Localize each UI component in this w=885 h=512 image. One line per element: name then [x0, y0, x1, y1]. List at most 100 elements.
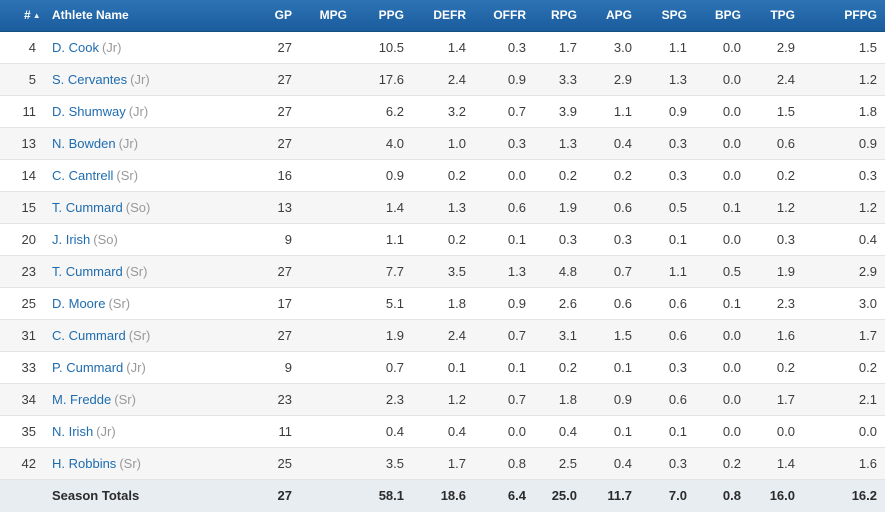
jersey-number: 34	[0, 383, 44, 416]
athlete-class-year: (Sr)	[119, 455, 141, 471]
stat-cell: 0.4	[355, 415, 412, 448]
stat-cell: 6.2	[355, 95, 412, 128]
athlete-name-link[interactable]: M. Fredde	[52, 391, 112, 407]
stat-cell	[300, 127, 355, 160]
col-header-ppg[interactable]: PPG	[355, 0, 412, 32]
stat-cell: 5.1	[355, 287, 412, 320]
stat-cell: 17	[260, 287, 300, 320]
athlete-name-link[interactable]: T. Cummard	[52, 199, 123, 215]
col-header-pfpg[interactable]: PFPG	[803, 0, 885, 32]
stat-cell: 0.1	[585, 415, 640, 448]
stat-cell: 0.2	[534, 351, 585, 384]
athlete-name-link[interactable]: P. Cummard	[52, 359, 124, 375]
athlete-name-link[interactable]: C. Cummard	[52, 327, 126, 343]
stat-cell: 9	[260, 351, 300, 384]
stat-cell: 0.7	[474, 95, 534, 128]
col-header-bpg[interactable]: BPG	[695, 0, 749, 32]
stat-cell: 11	[260, 415, 300, 448]
stat-cell: 0.0	[695, 383, 749, 416]
athlete-name-link[interactable]: N. Bowden	[52, 135, 116, 151]
athlete-name-link[interactable]: D. Cook	[52, 39, 99, 55]
stat-cell: 0.0	[695, 31, 749, 64]
col-header-mpg[interactable]: MPG	[300, 0, 355, 32]
stat-cell: 1.4	[749, 447, 803, 480]
athlete-name-link[interactable]: N. Irish	[52, 423, 94, 439]
col-header-spg[interactable]: SPG	[640, 0, 695, 32]
stat-cell: 17.6	[355, 63, 412, 96]
stat-cell: 1.8	[803, 95, 885, 128]
stat-cell: 1.3	[640, 63, 695, 96]
athlete-name-link[interactable]: H. Robbins	[52, 455, 117, 471]
stat-cell: 0.3	[640, 351, 695, 384]
col-header-defr[interactable]: DEFR	[412, 0, 474, 32]
table-row: 5 S. Cervantes (Jr) 27 17.6 2.4 0.9 3.3 2…	[0, 63, 885, 96]
athlete-name-link[interactable]: J. Irish	[52, 231, 91, 247]
stat-cell	[300, 447, 355, 480]
athlete-name-cell: T. Cummard (So)	[44, 191, 260, 224]
totals-bpg: 0.8	[695, 478, 749, 512]
table-row: 31 C. Cummard (Sr) 27 1.9 2.4 0.7 3.1 1.5…	[0, 319, 885, 352]
stat-cell: 0.8	[474, 447, 534, 480]
stat-cell: 1.9	[355, 319, 412, 352]
totals-spg: 7.0	[640, 478, 695, 512]
athlete-class-year: (Jr)	[128, 103, 149, 119]
col-header-tpg[interactable]: TPG	[749, 0, 803, 32]
sort-asc-icon: ▲	[32, 11, 41, 21]
jersey-number: 15	[0, 191, 44, 224]
stat-cell: 1.6	[749, 319, 803, 352]
stat-cell: 0.3	[585, 223, 640, 256]
stat-cell: 0.6	[749, 127, 803, 160]
jersey-number: 14	[0, 159, 44, 192]
stat-cell: 0.6	[640, 383, 695, 416]
col-header-athlete-name[interactable]: Athlete Name	[44, 0, 260, 32]
col-header-apg[interactable]: APG	[585, 0, 640, 32]
stat-cell: 0.3	[749, 223, 803, 256]
stat-cell: 1.5	[585, 319, 640, 352]
table-row: 25 D. Moore (Sr) 17 5.1 1.8 0.9 2.6 0.6 0…	[0, 287, 885, 320]
stat-cell: 2.1	[803, 383, 885, 416]
stat-cell: 1.1	[640, 31, 695, 64]
stat-cell: 1.2	[749, 191, 803, 224]
stat-cell: 3.0	[803, 287, 885, 320]
col-header-number-label: #	[24, 8, 31, 23]
athlete-name-link[interactable]: D. Shumway	[52, 103, 126, 119]
stat-cell: 0.2	[412, 223, 474, 256]
stat-cell: 2.5	[534, 447, 585, 480]
stat-cell: 0.9	[474, 63, 534, 96]
jersey-number: 35	[0, 415, 44, 448]
stat-cell: 1.7	[803, 319, 885, 352]
athlete-name-link[interactable]: D. Moore	[52, 295, 106, 311]
athlete-class-year: (Sr)	[114, 391, 136, 407]
stat-cell: 1.0	[412, 127, 474, 160]
jersey-number: 31	[0, 319, 44, 352]
stat-cell	[300, 95, 355, 128]
stat-cell: 0.2	[412, 159, 474, 192]
stat-cell: 2.4	[412, 63, 474, 96]
stat-cell: 16	[260, 159, 300, 192]
athlete-class-year: (So)	[93, 231, 118, 247]
stat-cell: 3.5	[412, 255, 474, 288]
stat-cell: 27	[260, 95, 300, 128]
stat-cell: 2.6	[534, 287, 585, 320]
stat-cell: 1.5	[803, 31, 885, 64]
stat-cell: 1.2	[412, 383, 474, 416]
stat-cell: 0.9	[803, 127, 885, 160]
stat-cell: 1.2	[803, 191, 885, 224]
athlete-name-link[interactable]: C. Cantrell	[52, 167, 114, 183]
stat-cell: 0.3	[640, 127, 695, 160]
athlete-name-link[interactable]: T. Cummard	[52, 263, 123, 279]
stat-cell: 0.6	[585, 287, 640, 320]
col-header-rpg[interactable]: RPG	[534, 0, 585, 32]
stat-cell: 0.1	[695, 191, 749, 224]
stat-cell: 0.6	[585, 191, 640, 224]
stat-cell: 1.9	[534, 191, 585, 224]
athlete-class-year: (Sr)	[108, 295, 131, 311]
stat-cell: 1.4	[412, 31, 474, 64]
col-header-gp[interactable]: GP	[260, 0, 300, 32]
col-header-offr[interactable]: OFFR	[474, 0, 534, 32]
athlete-name-link[interactable]: S. Cervantes	[52, 71, 128, 87]
stat-cell: 0.3	[640, 159, 695, 192]
totals-defr: 18.6	[412, 478, 474, 512]
table-row: 33 P. Cummard (Jr) 9 0.7 0.1 0.1 0.2 0.1 …	[0, 351, 885, 384]
col-header-number[interactable]: # ▲	[0, 0, 44, 32]
